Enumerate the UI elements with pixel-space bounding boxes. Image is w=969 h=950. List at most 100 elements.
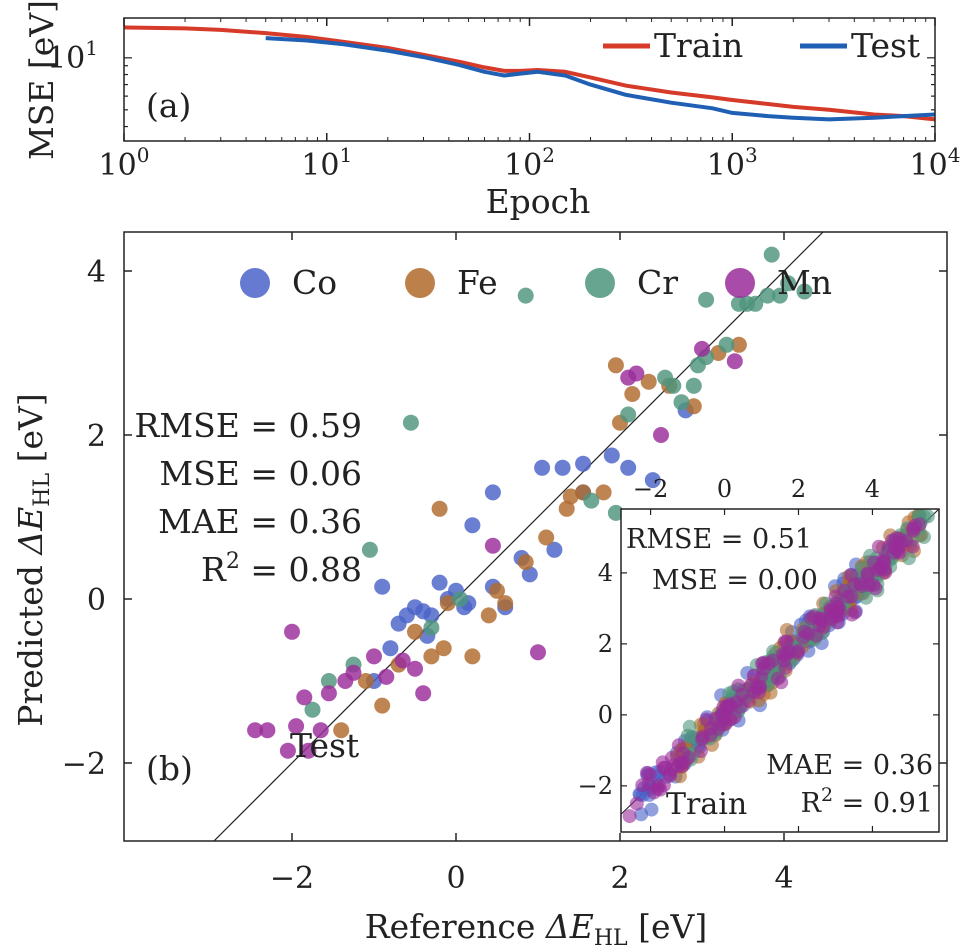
inset-y-tick-label: 2 xyxy=(598,630,613,658)
inset-point-mn xyxy=(693,744,708,758)
y-tick-label: 2 xyxy=(87,419,106,454)
panel-b-parity-plot: −2 0 2 4 −2 0 2 4 Co Fe Cr Mn RMSE = 0.59 MSE = 0.… xyxy=(11,231,948,950)
data-point-cr xyxy=(718,336,735,353)
data-point-cr xyxy=(665,377,682,394)
inset-x-tick-label: 0 xyxy=(717,475,732,503)
data-point-mn xyxy=(653,427,669,443)
y-tick-label: 4 xyxy=(87,255,106,290)
panel-b-y-axis-label: Predicted ΔEHL [eV] xyxy=(11,393,55,726)
data-point-cr xyxy=(698,291,715,308)
inset-point-fe xyxy=(779,623,794,637)
data-point-fe xyxy=(423,648,440,665)
data-point-mn xyxy=(345,664,362,681)
inset-metric-label: R2 = 0.91 xyxy=(801,784,933,819)
x-tick-label-exponent: 0 xyxy=(137,143,150,167)
inset-x-tick-label: 4 xyxy=(865,475,880,503)
data-point-fe xyxy=(333,722,350,739)
data-point-fe xyxy=(624,386,641,402)
train-subset-label: Train xyxy=(666,787,747,822)
data-point-fe xyxy=(607,357,624,374)
data-point-fe xyxy=(558,500,575,517)
data-point-fe xyxy=(640,373,657,390)
inset-point-mn xyxy=(892,531,907,546)
inset-point-mn xyxy=(905,539,920,554)
metric-value: = 0.88 xyxy=(240,550,362,589)
data-point-fe xyxy=(357,673,374,689)
data-point-co xyxy=(382,640,399,657)
data-point-fe xyxy=(480,607,497,624)
data-point-mn xyxy=(279,742,296,759)
data-point-mn xyxy=(530,644,546,661)
x-tick-label-exponent: 4 xyxy=(948,143,961,167)
inset-metric-label: MSE = 0.00 xyxy=(652,565,818,596)
inset-point-mn xyxy=(716,700,731,715)
data-point-co xyxy=(431,574,448,591)
inset-point-mn xyxy=(796,630,811,645)
panel-a-label: (a) xyxy=(146,86,191,125)
inset-point-mn xyxy=(651,778,666,793)
inset-point-mn xyxy=(886,545,901,560)
y-tick-label-exponent: 1 xyxy=(85,36,98,60)
inset-point-mn xyxy=(731,678,746,693)
data-point-co xyxy=(374,578,391,595)
data-point-fe xyxy=(497,595,514,612)
x-tick-label: 0 xyxy=(446,861,465,896)
panel-b-frame xyxy=(123,231,948,842)
data-point-co xyxy=(521,566,538,583)
x-tick-label: 104 xyxy=(910,143,961,183)
inset-point-mn xyxy=(681,750,696,765)
series-line-test xyxy=(265,36,935,122)
inset-point-mn xyxy=(667,758,682,773)
inset-point-mn xyxy=(622,809,637,824)
data-point-mn xyxy=(247,722,264,739)
inset-point-mn xyxy=(847,577,862,592)
data-point-cr xyxy=(763,246,780,263)
data-point-mn xyxy=(288,718,305,735)
panel-b-legend: Co Fe Cr Mn xyxy=(240,263,832,302)
panel-a-y-axis-label: MSE [eV] xyxy=(22,0,61,160)
data-point-cr xyxy=(780,275,797,292)
inset-point-mn xyxy=(770,671,785,686)
inset-x-tick-label: 2 xyxy=(791,475,806,503)
inset-point-mn xyxy=(761,656,776,671)
inset-x-tick-label: −2 xyxy=(633,475,668,503)
data-point-fe xyxy=(562,488,579,505)
data-point-cr xyxy=(620,406,637,423)
metric-label: R2 = 0.88 xyxy=(201,549,362,589)
data-point-co xyxy=(464,517,481,534)
panel-b-test-metrics: RMSE = 0.59 MSE = 0.06 MAE = 0.36 R2 = 0.88 xyxy=(135,406,362,589)
data-point-mn xyxy=(284,623,300,640)
data-point-mn xyxy=(300,742,317,759)
x-tick-label: 103 xyxy=(707,143,758,183)
data-point-co xyxy=(484,484,501,501)
data-point-fe xyxy=(439,595,456,612)
inset-point-mn xyxy=(696,729,710,744)
data-point-cr xyxy=(796,283,813,300)
data-point-mn xyxy=(366,648,382,665)
inset-point-mn xyxy=(727,710,742,724)
legend-label-mn: Mn xyxy=(777,263,832,302)
data-point-cr xyxy=(320,673,337,689)
data-point-cr xyxy=(673,394,690,411)
data-point-fe xyxy=(464,648,481,665)
inset-point-mn xyxy=(711,721,726,736)
legend-label-test: Test xyxy=(851,26,920,65)
inset-point-mn xyxy=(642,767,657,782)
inset-metric-label: RMSE = 0.51 xyxy=(626,524,812,555)
data-point-mn xyxy=(394,652,411,669)
metric-label: MAE = 0.36 xyxy=(158,502,362,541)
x-tick-label: 102 xyxy=(504,143,555,183)
inset-point-mn xyxy=(871,539,886,554)
data-point-fe xyxy=(595,484,612,501)
inset-point-mn xyxy=(813,611,828,626)
data-point-cr xyxy=(304,701,321,718)
x-tick-label-exponent: 3 xyxy=(745,143,758,167)
legend-label-fe: Fe xyxy=(457,263,498,302)
legend-label-train: Train xyxy=(654,26,743,65)
data-point-mn xyxy=(296,689,313,706)
data-point-co xyxy=(644,472,661,489)
metric-label: RMSE = 0.59 xyxy=(135,406,362,445)
panel-a-x-axis-label: Epoch xyxy=(486,182,591,221)
metric-superscript: 2 xyxy=(226,549,240,574)
data-point-cr xyxy=(402,414,419,431)
